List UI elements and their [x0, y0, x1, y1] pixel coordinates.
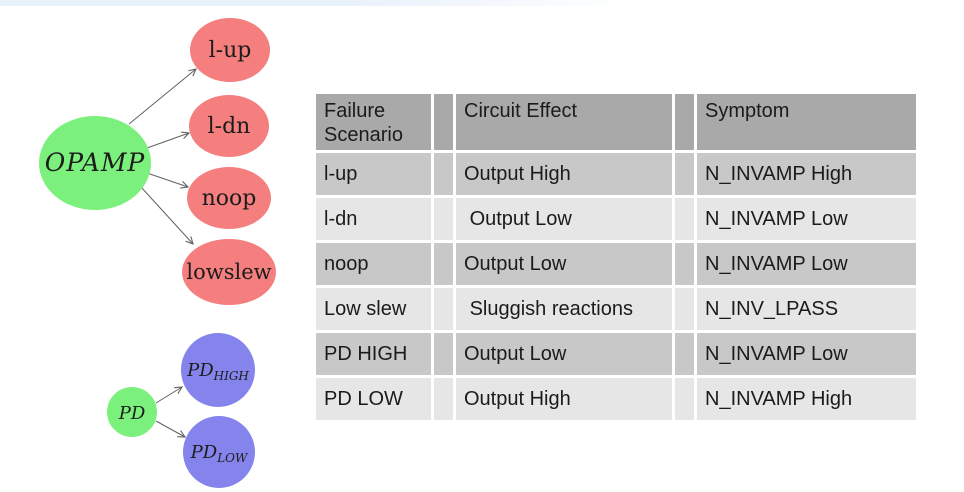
failure-table: Failure Scenario Circuit Effect Symptom …: [313, 91, 919, 423]
cell-gap: [434, 333, 453, 375]
cell-effect: Output High: [456, 378, 672, 420]
cell-effect: Output Low: [456, 243, 672, 285]
cell-gap: [434, 378, 453, 420]
cell-gap: [675, 153, 694, 195]
edge-pd-pdhigh: [155, 386, 184, 404]
cell-symptom: N_INVAMP High: [697, 378, 916, 420]
cell-failure: l-dn: [316, 198, 431, 240]
cell-effect: Sluggish reactions: [456, 288, 672, 330]
table-row: PD LOW Output High N_INVAMP High: [316, 378, 916, 420]
node-pd-high-shape: [181, 333, 255, 407]
node-pd: PD: [107, 387, 157, 437]
cell-gap: [434, 288, 453, 330]
cell-gap: [675, 333, 694, 375]
edge-opamp-lowslew: [140, 186, 194, 245]
cell-symptom: N_INV_LPASS: [697, 288, 916, 330]
cell-gap: [675, 198, 694, 240]
cell-effect: Output Low: [456, 333, 672, 375]
node-pd-high-label: PDHIGH: [186, 360, 249, 383]
node-opamp-shape: [39, 116, 151, 210]
cell-gap: [434, 243, 453, 285]
header-gap-cell: [675, 94, 694, 150]
node-l-up: l-up: [190, 18, 270, 82]
node-lowslew-shape: [182, 239, 276, 305]
node-lowslew-label: lowslew: [186, 260, 271, 284]
cell-failure: Low slew: [316, 288, 431, 330]
header-circuit-effect: Circuit Effect: [456, 94, 672, 150]
node-noop-label: noop: [202, 186, 257, 211]
cell-gap: [675, 378, 694, 420]
header-gap-cell: [434, 94, 453, 150]
node-pd-low: PDLOW: [183, 416, 255, 488]
node-opamp: OPAMP: [39, 116, 151, 210]
node-pd-shape: [107, 387, 157, 437]
table-row: PD HIGH Output Low N_INVAMP Low: [316, 333, 916, 375]
cell-failure: PD HIGH: [316, 333, 431, 375]
edge-opamp-noop: [146, 172, 190, 189]
table-row: Low slew Sluggish reactions N_INV_LPASS: [316, 288, 916, 330]
table-row: l-up Output High N_INVAMP High: [316, 153, 916, 195]
cell-effect: Output High: [456, 153, 672, 195]
edge-opamp-l-up: [128, 68, 197, 125]
table-header-row: Failure Scenario Circuit Effect Symptom: [316, 94, 916, 150]
cell-gap: [675, 288, 694, 330]
cell-gap: [434, 153, 453, 195]
node-pd-low-label: PDLOW: [190, 442, 249, 465]
cell-symptom: N_INVAMP Low: [697, 198, 916, 240]
failure-mode-diagram: OPAMP l-up l-dn noop lowslew PD: [39, 18, 276, 488]
cell-symptom: N_INVAMP Low: [697, 333, 916, 375]
node-pd-high: PDHIGH: [181, 333, 255, 407]
table-row: noop Output Low N_INVAMP Low: [316, 243, 916, 285]
header-symptom: Symptom: [697, 94, 916, 150]
table-row: l-dn Output Low N_INVAMP Low: [316, 198, 916, 240]
node-opamp-label: OPAMP: [45, 148, 146, 177]
cell-failure: PD LOW: [316, 378, 431, 420]
node-pd-low-shape: [183, 416, 255, 488]
cell-failure: noop: [316, 243, 431, 285]
node-noop: noop: [187, 167, 271, 229]
cell-gap: [434, 198, 453, 240]
node-l-dn: l-dn: [189, 95, 269, 157]
cell-effect: Output Low: [456, 198, 672, 240]
cell-failure: l-up: [316, 153, 431, 195]
node-l-up-shape: [190, 18, 270, 82]
cell-symptom: N_INVAMP Low: [697, 243, 916, 285]
cell-symptom: N_INVAMP High: [697, 153, 916, 195]
edge-opamp-l-dn: [146, 131, 191, 149]
node-lowslew: lowslew: [182, 239, 276, 305]
header-failure-scenario: Failure Scenario: [316, 94, 431, 150]
edge-pd-pdlow: [155, 420, 187, 438]
node-l-up-label: l-up: [209, 38, 252, 63]
node-l-dn-label: l-dn: [208, 114, 251, 139]
node-l-dn-shape: [189, 95, 269, 157]
node-pd-label: PD: [118, 403, 146, 424]
cell-gap: [675, 243, 694, 285]
node-noop-shape: [187, 167, 271, 229]
